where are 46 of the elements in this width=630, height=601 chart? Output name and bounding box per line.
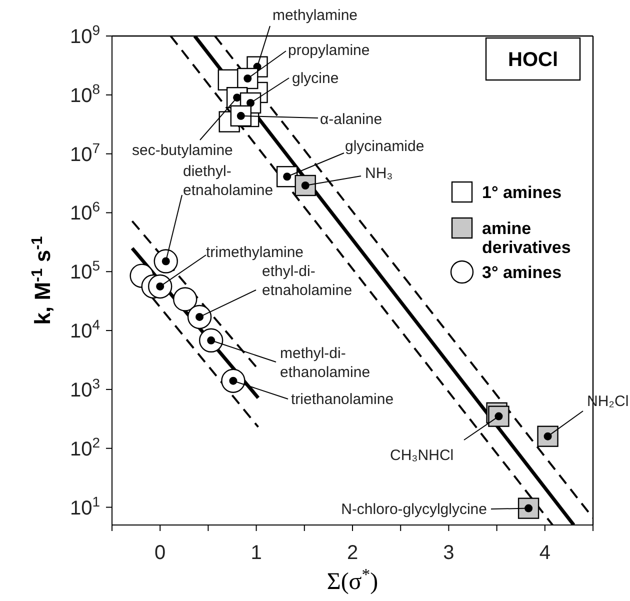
- annotation: methyl-di- ethanolamine: [280, 345, 370, 381]
- x-tick-label: 0: [154, 542, 166, 564]
- point: [237, 68, 258, 90]
- annotation: diethyl- etnaholamine: [183, 163, 274, 199]
- point: [198, 328, 224, 353]
- y-tick-label: 10$^{6}$: [70, 198, 100, 225]
- point: [537, 426, 558, 447]
- point: [230, 105, 252, 127]
- x-tick-label: 2: [346, 542, 358, 564]
- annotation: triethanolamine: [291, 391, 394, 408]
- annotation: sec-butylamine: [132, 142, 233, 159]
- point: [173, 287, 198, 312]
- annotation: glycine: [292, 70, 339, 87]
- x-tick-label: 4: [539, 542, 550, 564]
- point: [221, 368, 246, 393]
- y-tick-label: 10$^{5}$: [70, 258, 100, 284]
- annotation: CH₃NHCl: [390, 447, 454, 464]
- legend-label: amine derivatives: [482, 219, 571, 257]
- y-tick-label: 10$^{2}$: [70, 434, 100, 460]
- annotation: methylamine: [272, 7, 358, 24]
- y-tick-label: 10$^{8}$: [70, 80, 100, 107]
- x-tick-label: 3: [443, 542, 454, 564]
- annotation: NH₃: [365, 165, 393, 182]
- point: [187, 304, 212, 330]
- annotation: α-alanine: [320, 111, 382, 128]
- point: [488, 406, 510, 427]
- y-tick-label: 10$^{4}$: [70, 316, 100, 343]
- x-tick-label: 1: [250, 542, 262, 564]
- point: [276, 166, 298, 188]
- y-tick-label: 10$^{3}$: [70, 375, 100, 402]
- point: [294, 174, 316, 196]
- point: [154, 249, 178, 274]
- annotation: glycinamide: [345, 138, 424, 155]
- point: [518, 498, 540, 519]
- annotation: ethyl-di- etnaholamine: [262, 263, 352, 299]
- legend-label: 3° amines: [482, 263, 562, 282]
- y-tick-label: 10$^{7}$: [70, 140, 100, 166]
- annotation: trimethylamine: [206, 244, 304, 261]
- y-tick-label: 10$^{1}$: [70, 493, 100, 520]
- annotation: N-chloro-glycylglycine: [341, 501, 487, 518]
- point: [148, 274, 172, 299]
- x-axis-title: Σ(σ$^{*}$): [326, 564, 378, 595]
- y-tick-label: 10$^{9}$: [70, 22, 100, 48]
- annotation: propylamine: [288, 42, 370, 59]
- text: HOCl: [508, 49, 558, 71]
- legend-label: 1° amines: [482, 183, 562, 202]
